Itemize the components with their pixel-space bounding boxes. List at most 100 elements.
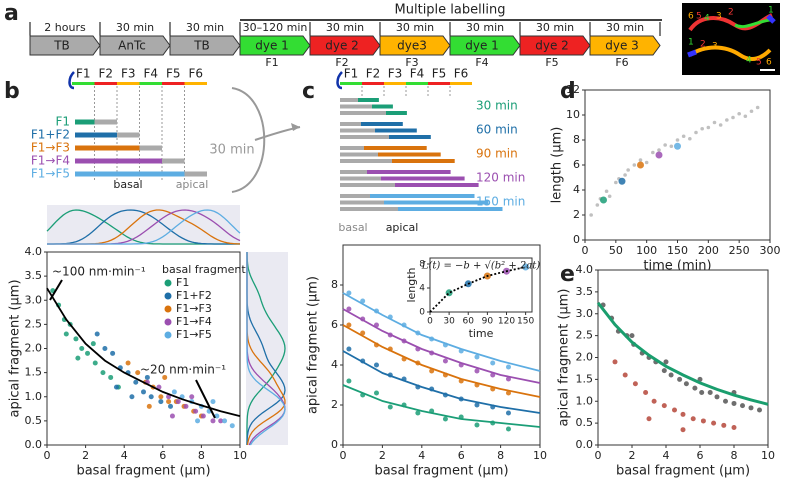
x-tick-label: 2 [82,449,89,462]
apical-bar [372,104,393,109]
point [229,423,235,429]
point [680,411,686,417]
point [148,394,154,400]
x-tick-label: 10 [761,449,775,462]
point [360,330,366,336]
step-box [379,35,451,56]
step-box [169,35,241,56]
density-panel [246,252,288,445]
density [246,251,286,445]
point [193,408,199,414]
fragment-bar [117,82,140,85]
connector [231,87,301,193]
point [158,394,164,400]
cell [688,45,772,62]
micrograph [682,3,780,75]
y-tick-label: 3.0 [576,307,594,320]
legend-title: basal fragment [162,263,246,276]
x-tick-label: 4 [663,449,670,462]
fragment-bar [406,82,428,85]
point [442,358,448,364]
row-label: F1→F5 [31,167,70,181]
point [680,427,686,433]
point [643,390,649,395]
legend-label: F1+F2 [176,289,212,302]
point [346,306,352,312]
duration: 30 min [116,21,154,34]
y-tick-label: 0 [419,308,425,318]
point [90,341,96,347]
fragment-label: F6 [188,67,203,81]
point [622,372,628,378]
basal-label: basal [338,221,367,234]
plot-frame [584,89,771,241]
basal-bar [340,159,392,163]
row-label: F1 [55,115,70,129]
step-box [99,35,171,56]
apical-bar [381,176,465,181]
legend-label: F1 [176,276,189,289]
fragment-bar [384,82,406,85]
fit-line [342,384,541,428]
y-axis-label: length (μm) [550,127,565,204]
apical-bar [75,119,117,125]
point [75,355,81,361]
density [246,252,286,446]
point [505,410,511,416]
y-tick-label: 0.5 [576,416,594,429]
y-tick-label: 2 [331,398,338,411]
y-axis-label: apical fragment (μm) [557,288,572,426]
step-box [449,35,521,56]
apical-bar [358,98,379,102]
fit-line [342,350,541,414]
y-tick-label: 2.0 [25,342,43,355]
y-tick-label: 3.0 [25,293,43,306]
x-axis-label: basal fragment (μm) [374,464,508,479]
time-label: 30 min [476,99,518,113]
y-tick-label: 4.0 [25,245,43,258]
basal-bar [340,111,386,115]
x-tick-label: 2 [629,449,636,462]
x-tick-label: 0 [595,449,602,462]
step-box [309,35,381,56]
point [714,394,720,400]
y-tick-label: 8 [573,133,580,146]
duration: 30 min [186,21,224,34]
y-tick-label: 2.0 [576,351,594,364]
y-tick-label: 4 [331,358,338,371]
step-label: TB [53,39,70,53]
fragment-bar [450,82,472,85]
plot-frame [597,269,769,446]
arrow-head [291,123,300,131]
image-label: 1 [688,38,694,48]
basal-bar [340,152,378,157]
timeline-title: Multiple labelling [395,3,506,18]
legend-marker [164,305,172,313]
fragment-label: F5 [432,67,447,81]
point [706,125,711,130]
apical-bar [375,128,417,133]
x-tick-label: 100 [636,244,657,257]
panel-label: e [560,262,575,287]
fragment-bar [162,82,185,85]
y-tick-label: 0.5 [25,414,43,427]
duration: 30–120 min [243,21,308,34]
point [125,360,131,366]
basal-bar [340,200,384,205]
point [697,376,703,382]
point [604,189,609,194]
fragment-label: F1 [265,56,278,69]
point [589,213,593,217]
x-tick-label: 0 [427,317,433,327]
point [644,160,649,165]
point [677,376,683,382]
apical-bar [367,170,451,174]
point [737,111,741,116]
point [651,150,655,155]
point [373,390,379,396]
point [657,148,661,152]
point [168,403,174,409]
fragment-label: F6 [454,67,469,81]
duration: 30 min [396,21,434,34]
point [175,399,181,405]
